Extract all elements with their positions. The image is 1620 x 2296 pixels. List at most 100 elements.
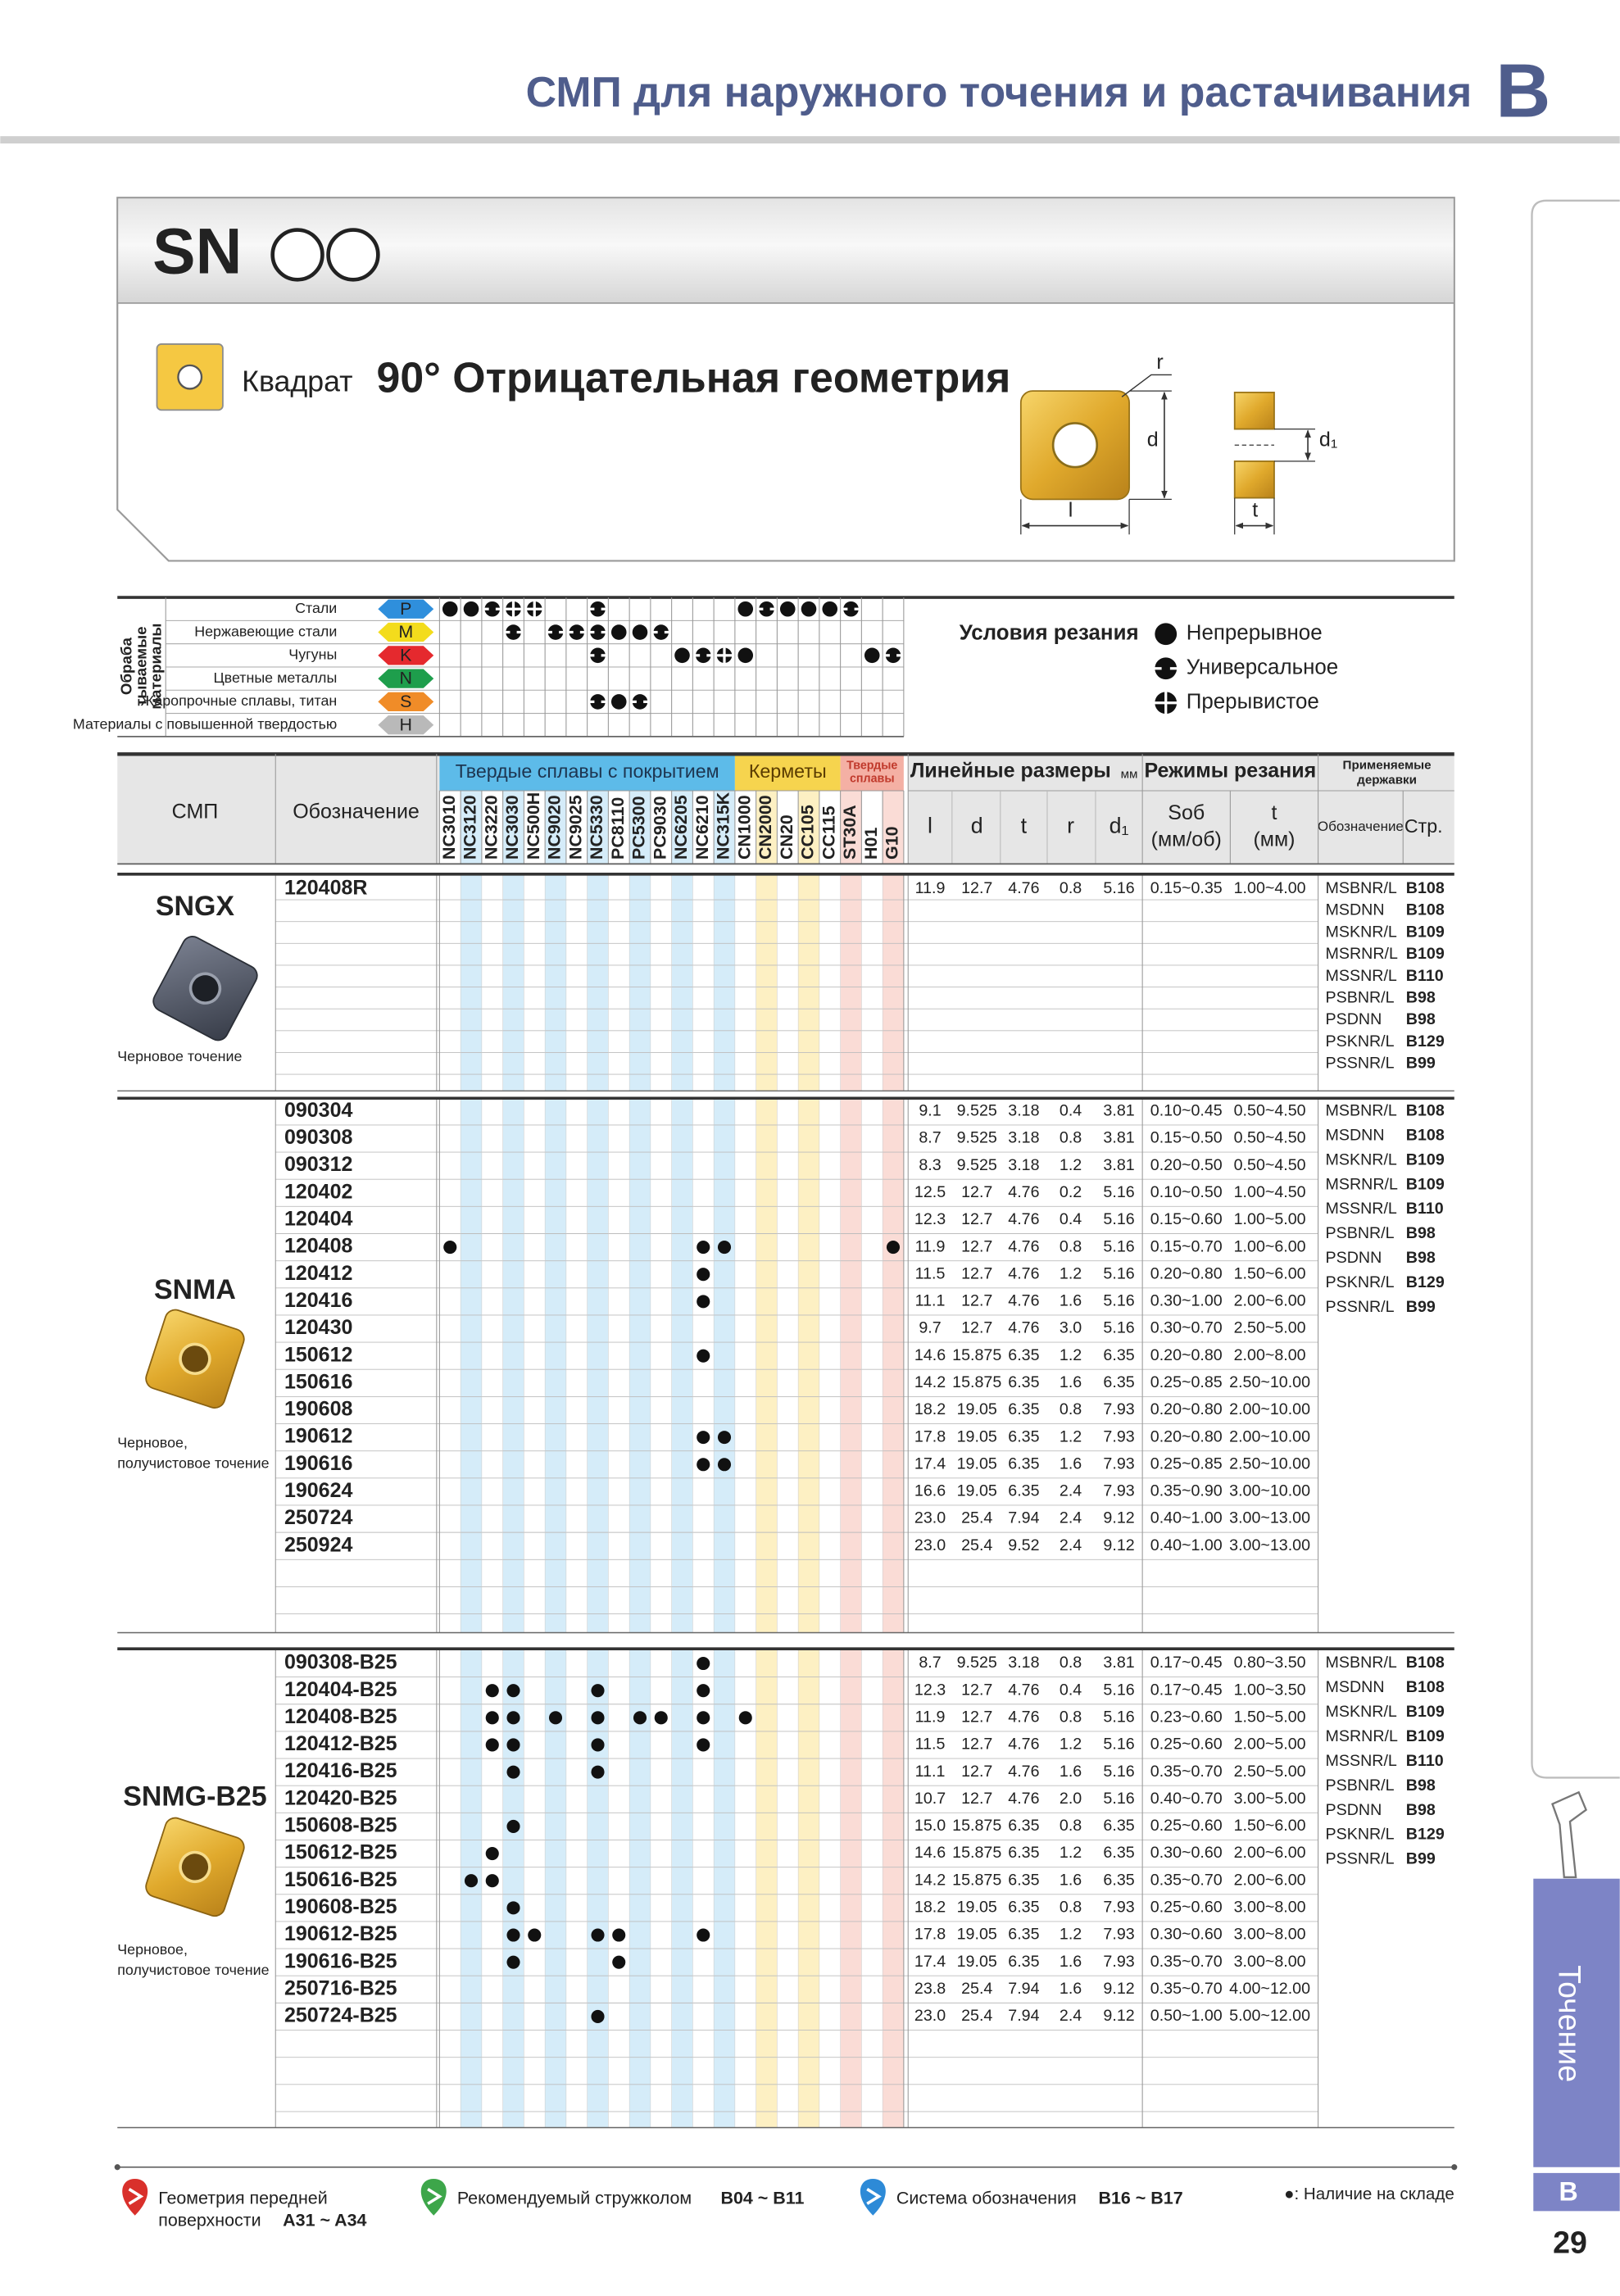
insert-code: 120408-B25 [284,1705,397,1728]
grade-name: PC9030 [650,796,669,860]
symbol-disc [674,647,690,664]
condition-symbol [737,647,754,664]
dimension: 11.5 [915,1264,946,1282]
insert-code: 190608 [284,1398,353,1421]
holder-page: B99 [1406,1298,1436,1316]
dimension: 7.94 [1008,1509,1039,1527]
stock-dot [697,1241,710,1255]
insert-code: 150612 [284,1343,352,1366]
dimension: 4.76 [1008,1790,1039,1808]
link-pages: B04 ~ B11 [720,2189,804,2208]
placeholder-circle [326,228,380,282]
dimension: 3.81 [1103,1654,1134,1672]
materials-label: Обраба [118,637,135,695]
stock-dot [697,1928,710,1942]
grade-header-cell [650,790,672,864]
dimension: 1.2 [1060,1736,1082,1754]
shape-icon-hole [177,364,203,390]
grade-header-cell [798,790,819,864]
insert-code: 250924 [284,1533,353,1556]
holder-page: B98 [1406,1249,1436,1267]
stock-dot [506,1684,520,1698]
material-code-tag [378,646,434,665]
dim-label: r [1156,351,1163,374]
stock-dot [633,1711,647,1725]
dimension: 4.76 [1008,1763,1039,1781]
insert-name: SNMG-B25 [123,1781,266,1812]
feed: 0.23~0.60 [1150,1708,1223,1727]
dimension: 2.4 [1060,1536,1082,1554]
depth: 3.00~8.00 [1234,1899,1306,1917]
material-code-tag [378,669,434,688]
grade-stripe [502,873,524,1091]
dimension: 8.3 [919,1156,941,1174]
symbol-cut [694,654,701,657]
dimension: 10.7 [914,1790,946,1808]
holder-page: B108 [1406,901,1445,919]
holder-name: MSDNN [1326,1126,1385,1144]
col-header: Обозначение [293,800,420,823]
dimension: 12.7 [961,1763,992,1781]
grade-stripe [883,1649,904,2128]
dimension: 12.7 [961,1708,992,1727]
side-section: B [1559,2176,1578,2206]
grade-stripe [461,1649,482,2128]
depth: 2.00~6.00 [1234,1844,1306,1862]
header-rule [0,136,1620,144]
depth-header: (мм) [1253,828,1295,851]
insert-code: 120412 [284,1262,352,1285]
dimension: 3.81 [1103,1102,1134,1120]
dimension: 1.2 [1060,1844,1082,1862]
material-code: M [398,622,413,642]
symbol-disc [885,647,901,664]
link-icon [420,2179,447,2216]
grade-name: H01 [861,828,881,860]
grade-stripe [461,1098,482,1633]
holder-page: B109 [1406,1150,1445,1168]
grade-header-cell [439,790,461,864]
dimension: 1.6 [1060,1292,1082,1310]
grade-stripe [629,873,651,1091]
dimension: 19.05 [957,1482,997,1500]
grade-header-cell [756,790,778,864]
dimension: 11.5 [915,1736,946,1754]
dimension: 4.76 [1008,1736,1039,1754]
symbol-cut [643,700,650,704]
dimension: 5.16 [1103,1292,1134,1310]
symbol-cut [567,630,574,634]
grade-stripe [756,1098,778,1633]
symbol-disc [590,601,606,617]
rule-end [1451,2164,1458,2171]
holders-header: Применяемые [1343,759,1432,773]
grade-header-cell [671,790,693,864]
feed: 0.30~0.60 [1150,1926,1223,1944]
link-text: Рекомендуемый стружколом [457,2189,692,2208]
feed: 0.10~0.50 [1150,1183,1223,1201]
dimension: 1.6 [1060,1953,1082,1971]
dimension: 7.94 [1008,1980,1039,1998]
condition-symbol [864,647,880,664]
dimension: 15.875 [952,1817,1001,1835]
dimension: 5.16 [1103,1237,1134,1255]
dimension: 0.8 [1060,1899,1082,1917]
condition-symbol [779,601,796,617]
dimension: 11.9 [915,879,946,897]
stock-dot [717,1241,732,1255]
grade-stripe [502,1649,524,2128]
dimension: 12.7 [961,1681,992,1699]
symbol-cut [757,607,764,610]
dimension: 2.4 [1060,1482,1082,1500]
dim-header: d [971,814,983,838]
grade-stripe [587,873,609,1091]
dimension: 4.76 [1008,1264,1039,1282]
depth: 2.00~10.00 [1229,1427,1310,1445]
holder-name: MSSNR/L [1326,1200,1397,1218]
dimension: 3.18 [1008,1654,1039,1672]
link-icon [860,2179,886,2216]
condition-symbol [1153,690,1178,715]
condition-symbol [674,647,690,664]
grade-stripe [587,1649,609,2128]
feed: 0.35~0.70 [1150,1980,1223,1998]
holder-name: MSBNR/L [1326,879,1397,897]
dim-header: l [928,814,933,838]
